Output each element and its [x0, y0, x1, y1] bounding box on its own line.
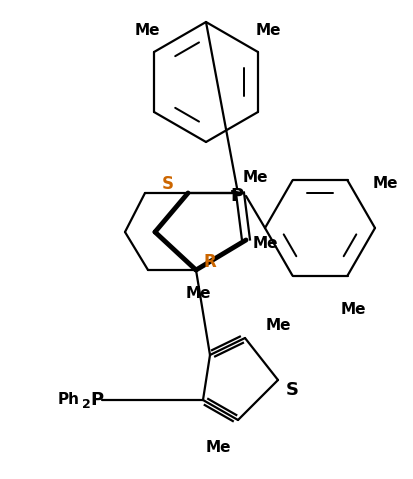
- Text: Me: Me: [205, 441, 231, 456]
- Text: Me: Me: [242, 171, 268, 185]
- Text: R: R: [204, 253, 216, 271]
- Text: S: S: [162, 175, 174, 193]
- Text: Ph: Ph: [58, 392, 80, 408]
- Text: Me: Me: [134, 23, 160, 37]
- Text: S: S: [285, 381, 299, 399]
- Text: 2: 2: [82, 398, 91, 411]
- Text: Me: Me: [265, 318, 291, 332]
- Text: P: P: [90, 391, 103, 409]
- Text: Me: Me: [185, 285, 211, 300]
- Text: Me: Me: [252, 236, 278, 251]
- Text: Me: Me: [255, 23, 281, 37]
- Text: Me: Me: [372, 175, 398, 191]
- Text: P: P: [230, 187, 244, 205]
- Text: Me: Me: [340, 303, 366, 318]
